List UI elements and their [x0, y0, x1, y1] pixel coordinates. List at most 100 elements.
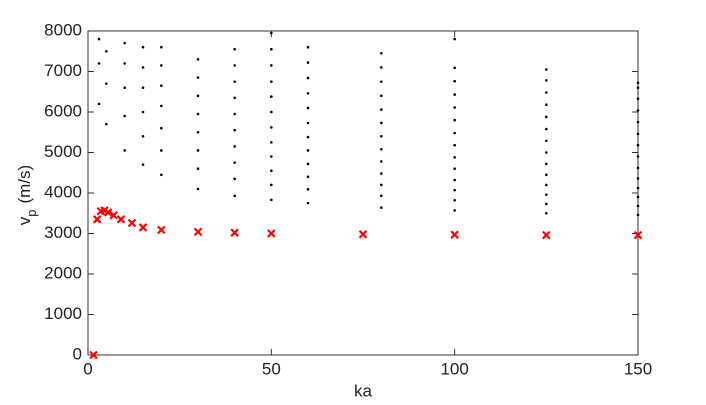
dot-marker: [306, 106, 310, 110]
dot-marker: [160, 126, 163, 130]
dot-marker: [306, 92, 310, 95]
dot-marker: [453, 93, 456, 96]
dot-marker: [196, 167, 200, 170]
cross-marker: [103, 208, 113, 217]
x-tick-label: 150: [624, 359, 652, 378]
dot-marker: [141, 163, 145, 166]
dot-marker: [105, 49, 108, 53]
dot-marker: [636, 143, 640, 147]
dot-marker: [453, 118, 456, 122]
dot-marker: [545, 202, 548, 206]
dot-marker: [636, 204, 640, 208]
dot-marker: [380, 80, 383, 83]
cross-marker: [358, 230, 368, 239]
y-tick-label: 5000: [44, 142, 82, 161]
dot-marker: [545, 151, 548, 154]
dot-marker: [160, 45, 163, 49]
dot-marker: [160, 149, 163, 152]
dot-marker: [545, 103, 548, 107]
cross-marker: [109, 210, 118, 220]
dot-marker: [196, 149, 200, 152]
dot-marker: [545, 139, 548, 143]
dot-marker: [453, 37, 456, 41]
dot-marker: [270, 141, 273, 144]
dot-marker: [636, 97, 640, 100]
y-tick-label: 1000: [44, 304, 82, 323]
dot-marker: [141, 66, 145, 69]
dot-marker: [306, 201, 310, 205]
dot-marker: [453, 143, 456, 147]
plot-frame: [87, 30, 639, 356]
dot-marker: [380, 108, 383, 111]
dot-marker: [123, 149, 126, 152]
dot-marker: [306, 121, 310, 125]
dot-marker: [196, 94, 200, 98]
dot-marker: [196, 187, 200, 191]
dot-marker: [270, 169, 273, 173]
dot-marker: [545, 115, 548, 119]
dot-marker: [380, 66, 383, 69]
dot-marker: [453, 156, 456, 159]
dot-marker: [306, 61, 310, 64]
dot-marker: [270, 110, 273, 114]
dot-marker: [453, 209, 456, 212]
y-label-unit: (m/s): [15, 165, 34, 204]
dot-marker: [233, 96, 236, 100]
dot-marker: [233, 194, 236, 198]
dot-marker: [380, 160, 383, 163]
cross-marker: [92, 215, 102, 224]
cross-marker: [193, 227, 203, 237]
dot-marker: [545, 183, 548, 187]
dot-marker: [270, 183, 273, 187]
dot-marker: [636, 86, 640, 89]
dot-marker: [160, 64, 163, 67]
dot-marker: [270, 80, 273, 83]
dot-marker: [196, 112, 200, 116]
dot-marker: [453, 198, 456, 202]
dot-marker: [160, 104, 163, 108]
dot-marker: [160, 84, 163, 87]
dot-marker: [380, 147, 383, 151]
dot-marker: [123, 41, 126, 45]
dot-marker: [636, 81, 640, 85]
dot-marker: [636, 132, 640, 136]
dot-marker: [123, 62, 126, 65]
dot-marker: [545, 91, 548, 94]
dot-marker: [453, 79, 456, 83]
cross-marker: [230, 228, 239, 237]
dot-marker: [233, 47, 236, 51]
dot-marker: [545, 162, 548, 166]
dot-marker: [636, 155, 640, 158]
cross-marker: [116, 215, 126, 224]
dot-marker: [380, 183, 383, 187]
dot-marker: [233, 112, 236, 116]
dot-marker: [233, 145, 236, 148]
dot-marker: [636, 177, 640, 180]
y-tick-label: 3000: [44, 223, 82, 242]
dot-marker: [453, 188, 456, 192]
dot-marker: [306, 188, 310, 191]
dot-marker: [123, 86, 126, 89]
dot-marker: [233, 161, 236, 164]
dot-marker: [380, 135, 383, 138]
dot-marker: [196, 58, 200, 61]
dot-marker: [380, 121, 383, 125]
y-tick-label: 8000: [44, 20, 82, 39]
dot-marker: [270, 155, 273, 158]
dot-marker: [453, 167, 456, 170]
dot-marker: [453, 178, 456, 182]
dot-marker: [306, 149, 310, 152]
y-label-sub: p: [24, 209, 39, 216]
dot-marker: [453, 106, 456, 109]
x-axis-label: ka: [354, 381, 373, 400]
dot-marker: [306, 135, 310, 139]
dot-marker: [270, 47, 273, 51]
dot-marker: [97, 102, 101, 106]
dot-marker: [270, 126, 273, 129]
cross-marker: [157, 225, 166, 235]
cross-marker: [267, 229, 276, 238]
dot-marker: [545, 193, 548, 196]
dot-marker: [453, 131, 456, 135]
y-axis-label: vp (m/s): [15, 165, 39, 225]
